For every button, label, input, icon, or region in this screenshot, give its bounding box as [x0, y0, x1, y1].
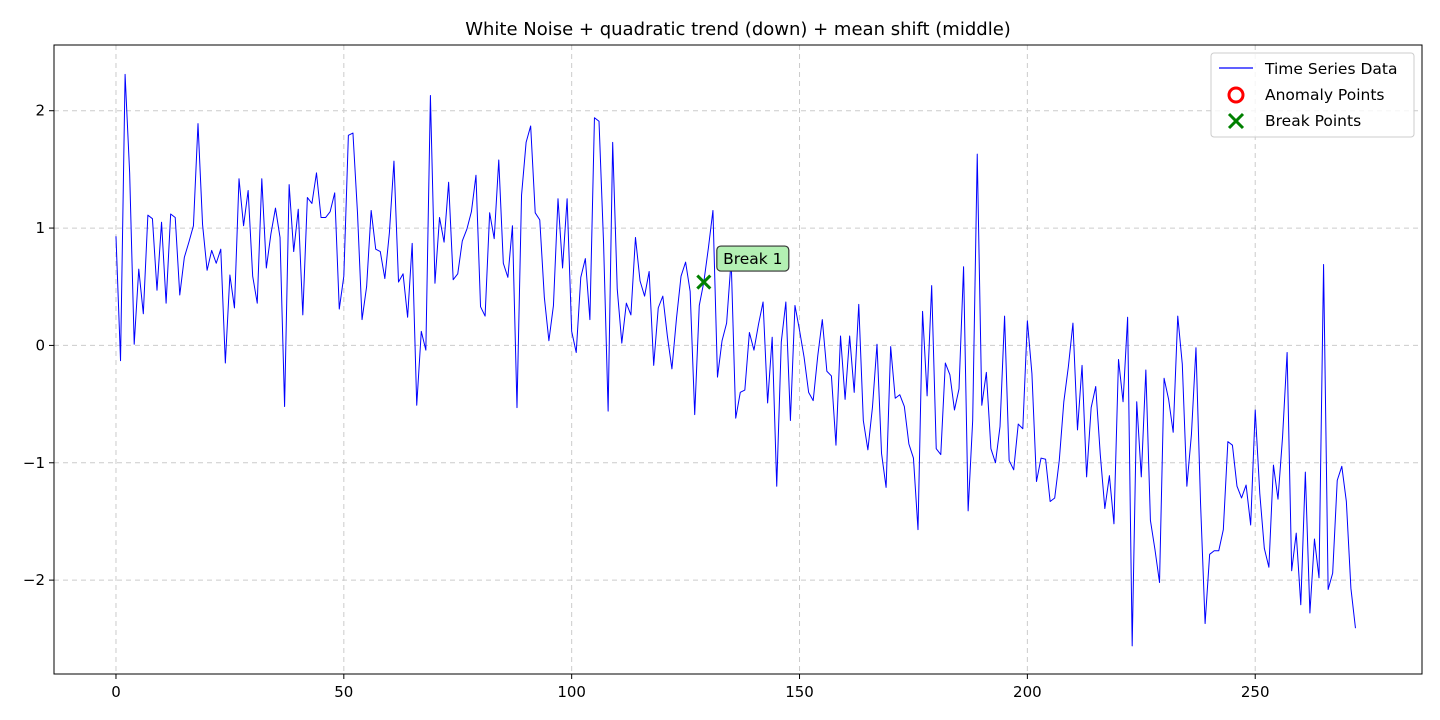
break-annotation: Break 1 [716, 245, 790, 272]
legend-label-break: Break Points [1265, 112, 1361, 130]
legend-label-series: Time Series Data [1264, 60, 1397, 78]
plot-area-frame [53, 44, 1423, 675]
x-tick-label: 50 [334, 683, 353, 701]
x-tick-label: 100 [557, 683, 586, 701]
y-tick-label: 1 [35, 219, 45, 237]
y-tick-label: 0 [35, 336, 45, 354]
x-tick-label: 150 [785, 683, 814, 701]
marker-layer: Break 1 [696, 245, 790, 290]
axis-ticks: 0 50 100 150 200 250 −2 −1 0 1 2 [23, 102, 1270, 701]
legend-anomaly-marker [1227, 86, 1245, 104]
series-layer [115, 73, 1356, 647]
legend: Time Series Data Anomaly Points Break Po… [1210, 52, 1415, 138]
legend-break-marker [1227, 112, 1245, 130]
break-point-marker [696, 274, 712, 290]
x-tick-label: 200 [1013, 683, 1042, 701]
chart-title: White Noise + quadratic trend (down) + m… [465, 19, 1011, 40]
legend-label-anomaly: Anomaly Points [1265, 86, 1384, 104]
x-tick-label: 250 [1241, 683, 1270, 701]
y-tick-label: −1 [23, 454, 45, 472]
series-line [115, 73, 1356, 647]
annotation-box [716, 245, 790, 272]
legend-box [1210, 52, 1415, 138]
annotation-label: Break 1 [723, 250, 782, 268]
y-tick-label: 2 [35, 102, 45, 120]
grid-lines [54, 45, 1422, 674]
y-tick-label: −2 [23, 571, 45, 589]
x-tick-label: 0 [111, 683, 121, 701]
